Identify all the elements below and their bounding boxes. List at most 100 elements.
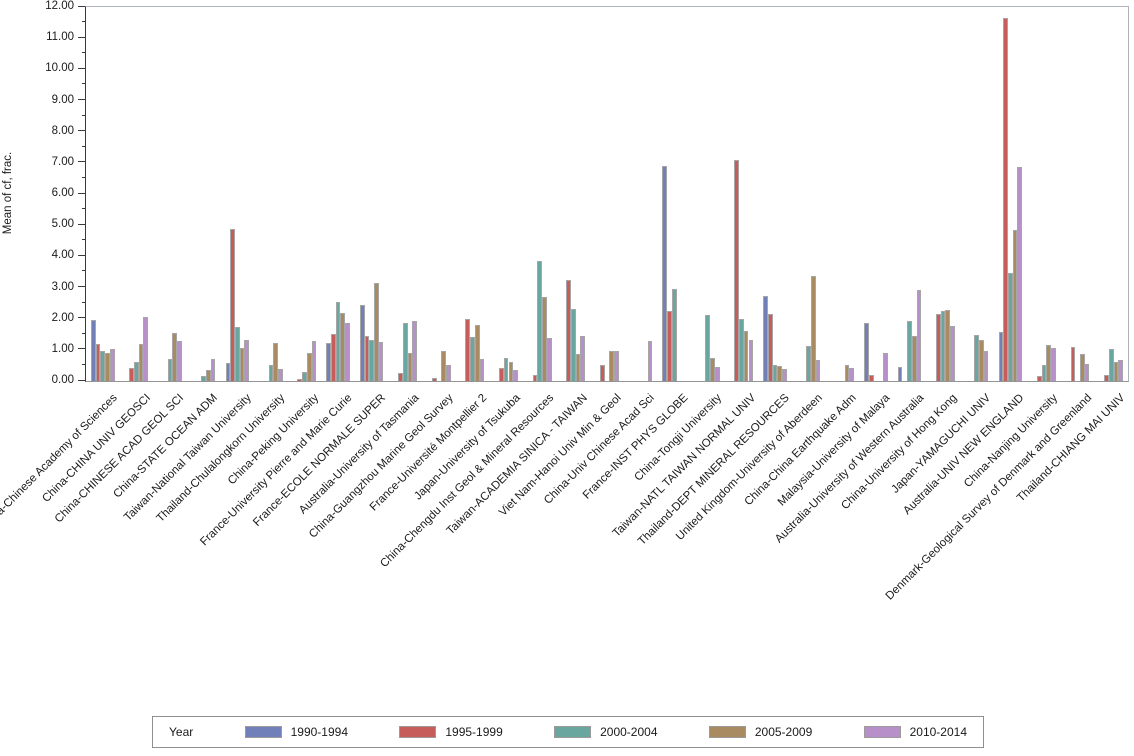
bar bbox=[811, 275, 816, 381]
y-minor-tick bbox=[81, 21, 85, 23]
legend-item: 1990-1994 bbox=[244, 725, 348, 739]
bar bbox=[974, 334, 980, 381]
bar bbox=[431, 377, 437, 381]
bar bbox=[945, 309, 951, 381]
bar bbox=[239, 348, 245, 381]
bar bbox=[340, 313, 346, 381]
bar bbox=[580, 336, 586, 381]
y-major-tick bbox=[78, 379, 85, 381]
bar bbox=[1008, 273, 1013, 381]
y-minor-tick bbox=[81, 83, 85, 85]
bar bbox=[172, 332, 178, 381]
bar bbox=[532, 375, 538, 381]
bar bbox=[1108, 349, 1114, 381]
legend-item-label: 2000-2004 bbox=[600, 725, 658, 739]
y-major-tick bbox=[78, 348, 85, 350]
bar bbox=[1046, 344, 1051, 381]
bar bbox=[109, 348, 115, 381]
bar bbox=[225, 362, 231, 381]
bar bbox=[1012, 229, 1018, 381]
y-minor-tick bbox=[81, 239, 85, 241]
bar bbox=[412, 321, 418, 381]
bar bbox=[1036, 376, 1042, 381]
y-minor-tick bbox=[81, 208, 85, 210]
bar bbox=[1041, 365, 1047, 381]
legend-item: 2010-2014 bbox=[863, 725, 967, 739]
legend-swatch bbox=[244, 726, 282, 738]
bar bbox=[331, 333, 336, 381]
y-major-tick bbox=[78, 67, 85, 69]
bar bbox=[911, 335, 917, 381]
y-major-tick bbox=[78, 36, 85, 38]
bar bbox=[979, 340, 984, 381]
bar bbox=[143, 316, 149, 381]
bar bbox=[1070, 347, 1076, 381]
bar bbox=[983, 351, 989, 381]
bar bbox=[508, 362, 514, 381]
bar bbox=[364, 336, 370, 381]
y-major-tick bbox=[78, 192, 85, 194]
bar bbox=[335, 302, 341, 381]
y-major-tick bbox=[78, 130, 85, 132]
y-minor-tick bbox=[81, 332, 85, 334]
bar bbox=[297, 378, 303, 381]
legend-swatch bbox=[708, 726, 746, 738]
legend-item-label: 2010-2014 bbox=[909, 725, 967, 739]
legend-item-label: 2005-2009 bbox=[754, 725, 813, 739]
bar bbox=[398, 372, 403, 381]
bar bbox=[91, 320, 96, 381]
bar bbox=[499, 367, 504, 381]
y-major-tick bbox=[78, 161, 85, 163]
legend-item: 2000-2004 bbox=[554, 725, 658, 739]
bar bbox=[1017, 166, 1023, 381]
y-tick-label: 11.00 bbox=[46, 31, 74, 44]
y-tick-label: 7.00 bbox=[51, 155, 74, 168]
bar bbox=[916, 290, 922, 381]
bar bbox=[705, 315, 711, 381]
bar bbox=[441, 351, 446, 381]
bar bbox=[599, 365, 605, 381]
bar bbox=[864, 323, 869, 381]
bar bbox=[542, 297, 547, 381]
bar bbox=[205, 369, 211, 381]
bar bbox=[479, 359, 485, 381]
bar bbox=[950, 326, 955, 381]
legend-swatch bbox=[863, 726, 901, 738]
bar bbox=[230, 228, 235, 381]
y-tick-label: 5.00 bbox=[51, 218, 74, 231]
plot-area bbox=[85, 6, 1129, 382]
bar bbox=[244, 340, 249, 381]
legend: Year 1990-1994 1995-1999 2000-2004 2005-200… bbox=[152, 716, 984, 748]
legend-swatch bbox=[554, 726, 592, 738]
y-tick-label: 4.00 bbox=[51, 249, 74, 262]
y-tick-label: 9.00 bbox=[51, 93, 74, 106]
bar bbox=[273, 342, 278, 381]
bar bbox=[302, 371, 307, 381]
y-major-tick bbox=[78, 254, 85, 256]
bar bbox=[201, 375, 206, 381]
y-minor-tick bbox=[81, 176, 85, 178]
bar bbox=[868, 374, 874, 381]
bar bbox=[407, 352, 413, 381]
bar bbox=[763, 295, 768, 381]
y-tick-label: 12.00 bbox=[45, 0, 74, 12]
bar bbox=[647, 341, 653, 381]
legend-swatch bbox=[399, 726, 437, 738]
y-minor-tick bbox=[81, 52, 85, 54]
bar bbox=[359, 304, 365, 381]
bar bbox=[748, 340, 754, 381]
bar bbox=[815, 360, 821, 381]
bar bbox=[326, 342, 332, 381]
legend-item-label: 1995-1999 bbox=[445, 725, 503, 739]
bar bbox=[167, 358, 173, 381]
y-tick-label: 3.00 bbox=[51, 280, 74, 293]
bar bbox=[537, 261, 543, 381]
y-minor-tick bbox=[81, 363, 85, 365]
y-minor-tick bbox=[81, 270, 85, 272]
bar bbox=[445, 365, 451, 381]
y-major-tick bbox=[78, 223, 85, 225]
bar bbox=[844, 365, 850, 381]
bar bbox=[609, 350, 615, 381]
bar bbox=[465, 319, 471, 381]
bar bbox=[129, 367, 135, 381]
